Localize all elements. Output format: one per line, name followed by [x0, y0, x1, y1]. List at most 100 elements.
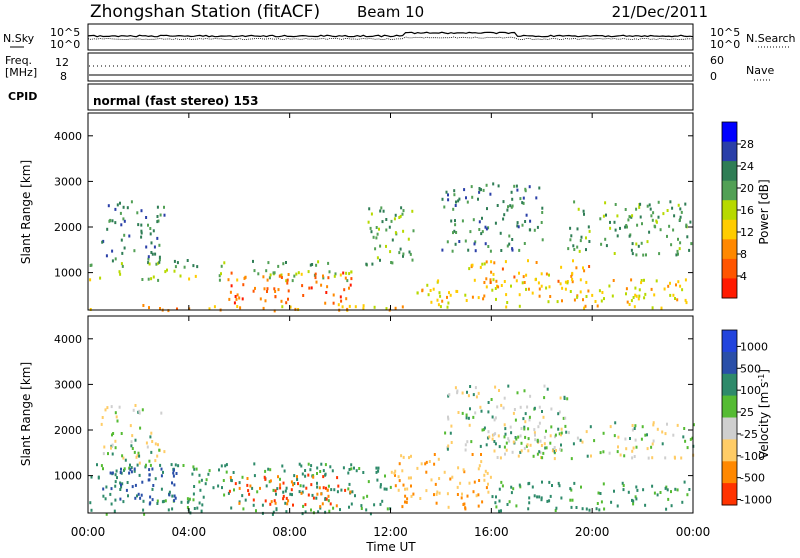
heatmap-cell: [646, 433, 648, 437]
heatmap-cell: [566, 397, 569, 401]
heatmap-cell: [515, 437, 518, 441]
heatmap-cell: [521, 201, 524, 205]
heatmap-cell: [286, 278, 289, 282]
heatmap-cell: [540, 272, 543, 276]
heatmap-cell: [689, 220, 692, 224]
heatmap-cell: [298, 490, 301, 494]
nsky-traces: [87, 31, 694, 41]
heatmap-cell: [446, 447, 449, 451]
heatmap-cell: [610, 500, 613, 504]
heatmap-cell: [478, 220, 481, 224]
heatmap-cell: [503, 396, 506, 400]
heatmap-cell: [573, 481, 576, 485]
colorbar-tick-label: 8: [740, 248, 747, 261]
time-x-axis: 00:00 04:00 08:00 12:00 16:00 20:00 00:00: [71, 113, 710, 539]
heatmap-cell: [503, 445, 506, 449]
heatmap-cell: [222, 479, 225, 482]
heatmap-cell: [542, 415, 545, 419]
heatmap-cell: [274, 290, 277, 293]
heatmap-cell: [433, 462, 436, 466]
heatmap-cell: [426, 283, 429, 287]
heatmap-cell: [608, 451, 611, 455]
heatmap-cell: [504, 427, 507, 431]
heatmap-cell: [522, 196, 525, 200]
heatmap-cell: [517, 225, 520, 229]
heatmap-cell: [561, 286, 564, 290]
heatmap-cell: [465, 196, 467, 200]
heatmap-cell: [630, 248, 633, 252]
heatmap-cell: [571, 498, 574, 502]
heatmap-cell: [438, 291, 441, 295]
heatmap-cell: [538, 405, 541, 409]
heatmap-cell: [487, 482, 489, 486]
heatmap-cell: [444, 431, 447, 435]
heatmap-cell: [503, 280, 506, 283]
heatmap-cell: [142, 304, 145, 307]
heatmap-cell: [598, 289, 601, 293]
heatmap-cell: [142, 508, 145, 512]
heatmap-cell: [511, 247, 514, 251]
heatmap-cell: [401, 212, 404, 216]
heatmap-cell: [632, 296, 635, 299]
heatmap-cell: [365, 262, 368, 266]
heatmap-cell: [133, 469, 136, 473]
heatmap-cell: [393, 471, 396, 475]
beam-label: Beam 10: [357, 3, 424, 21]
heatmap-cell: [512, 440, 515, 444]
heatmap-cell: [527, 427, 530, 431]
heatmap-cell: [314, 276, 317, 280]
heatmap-cell: [446, 240, 449, 244]
heatmap-cell: [504, 260, 507, 264]
heatmap-cell: [129, 463, 131, 467]
heatmap-cell: [567, 431, 570, 435]
heatmap-cell: [322, 469, 325, 473]
heatmap-cell: [663, 287, 666, 291]
heatmap-cell: [333, 488, 336, 492]
heatmap-cell: [588, 229, 591, 233]
heatmap-cell: [480, 460, 483, 464]
heatmap-cell: [322, 274, 324, 278]
heatmap-cell: [685, 301, 688, 305]
heatmap-cell: [480, 453, 482, 456]
heatmap-cell: [402, 252, 405, 256]
heatmap-cell: [198, 473, 201, 477]
heatmap-cell: [605, 244, 608, 248]
heatmap-cell: [481, 262, 484, 266]
heatmap-cell: [518, 304, 521, 308]
heatmap-cell: [464, 239, 467, 243]
heatmap-cell: [494, 287, 497, 290]
heatmap-cell: [584, 304, 587, 308]
heatmap-cell: [469, 407, 471, 411]
heatmap-cell: [346, 279, 349, 283]
heatmap-feature: [491, 480, 691, 513]
heatmap-cell: [170, 463, 173, 467]
heatmap-cell: [355, 469, 358, 473]
heatmap-cell: [675, 283, 677, 287]
heatmap-cell: [579, 239, 582, 243]
heatmap-cell: [146, 445, 149, 449]
heatmap-cell: [613, 489, 615, 493]
heatmap-cell: [314, 272, 317, 276]
heatmap-cell: [262, 306, 265, 310]
heatmap-cell: [670, 243, 673, 247]
heatmap-cell: [565, 430, 568, 434]
heatmap-cell: [631, 242, 634, 246]
heatmap-cell: [345, 297, 348, 301]
heatmap-cell: [111, 452, 114, 456]
heatmap-cell: [121, 482, 124, 486]
heatmap-cell: [402, 229, 405, 233]
heatmap-cell: [492, 272, 495, 276]
heatmap-cell: [394, 473, 396, 477]
heatmap-cell: [343, 288, 346, 292]
heatmap-cell: [640, 437, 643, 441]
x-tick-label: 00:00: [71, 525, 106, 539]
heatmap-cell: [524, 412, 527, 416]
heatmap-cell: [162, 470, 164, 474]
heatmap-cell: [564, 424, 567, 428]
heatmap-cell: [683, 427, 686, 430]
heatmap-cell: [348, 505, 350, 509]
heatmap-cell: [380, 206, 383, 210]
heatmap-cell: [150, 251, 153, 254]
heatmap-feature: [491, 421, 695, 461]
heatmap-cell: [173, 499, 176, 503]
